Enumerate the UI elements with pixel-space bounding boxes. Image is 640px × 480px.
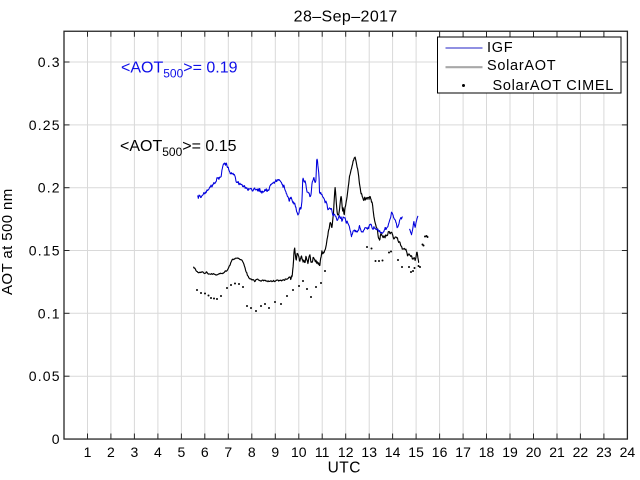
svg-text:21: 21 [549, 444, 565, 460]
svg-text:SolarAOT: SolarAOT [487, 58, 556, 74]
svg-text:4: 4 [154, 444, 162, 460]
svg-text:SolarAOT CIMEL: SolarAOT CIMEL [493, 78, 615, 94]
svg-text:6: 6 [201, 444, 209, 460]
svg-text:UTC: UTC [328, 460, 361, 477]
svg-text:0.25: 0.25 [29, 117, 61, 133]
svg-text:12: 12 [338, 444, 354, 460]
svg-text:<AOT500>= 0.15: <AOT500>= 0.15 [120, 138, 237, 159]
svg-text:3: 3 [131, 444, 139, 460]
svg-text:0.05: 0.05 [29, 368, 61, 384]
svg-text:13: 13 [361, 444, 377, 460]
svg-text:18: 18 [479, 444, 495, 460]
svg-text:22: 22 [573, 444, 589, 460]
svg-text:9: 9 [271, 444, 279, 460]
svg-text:23: 23 [596, 444, 612, 460]
svg-text:IGF: IGF [487, 40, 513, 56]
svg-text:0: 0 [52, 431, 61, 447]
svg-text:17: 17 [455, 444, 471, 460]
svg-text:14: 14 [385, 444, 401, 460]
svg-text:AOT at 500 nm: AOT at 500 nm [0, 188, 16, 295]
svg-text:8: 8 [248, 444, 256, 460]
svg-text:10: 10 [291, 444, 307, 460]
svg-text:11: 11 [315, 444, 330, 460]
svg-text:5: 5 [178, 444, 186, 460]
svg-text:0.2: 0.2 [38, 180, 61, 196]
svg-text:28–Sep–2017: 28–Sep–2017 [294, 9, 398, 26]
svg-text:0.15: 0.15 [29, 243, 61, 259]
svg-text:7: 7 [224, 444, 232, 460]
svg-text:0.3: 0.3 [38, 54, 61, 70]
svg-text:24: 24 [620, 444, 636, 460]
svg-text:2: 2 [107, 444, 115, 460]
svg-text:16: 16 [432, 444, 448, 460]
svg-text:19: 19 [502, 444, 518, 460]
svg-text:<AOT500>= 0.19: <AOT500>= 0.19 [121, 59, 238, 80]
svg-text:1: 1 [84, 444, 92, 460]
svg-text:20: 20 [526, 444, 542, 460]
svg-text:0.1: 0.1 [38, 305, 61, 321]
svg-text:15: 15 [408, 444, 424, 460]
